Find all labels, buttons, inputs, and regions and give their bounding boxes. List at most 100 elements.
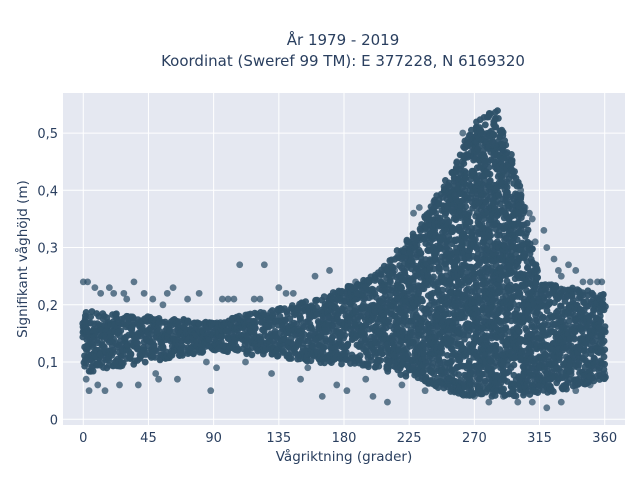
y-tick-label: 0,5 (37, 127, 58, 142)
scatter-point (421, 387, 429, 395)
scatter-point (601, 346, 609, 353)
scatter-point (377, 356, 384, 364)
scatter-point (410, 209, 417, 217)
scatter-point (140, 289, 148, 297)
x-tick-label: 45 (140, 431, 157, 446)
scatter-point (287, 355, 295, 362)
scatter-point (82, 375, 90, 383)
scatter-point (601, 360, 608, 368)
scatter-point (539, 313, 547, 321)
scatter-point (523, 219, 531, 227)
scatter-point (340, 303, 348, 311)
scatter-point (463, 169, 471, 177)
scatter-point (448, 357, 456, 365)
scatter-point (475, 287, 483, 295)
scatter-point (152, 370, 160, 377)
scatter-point (109, 346, 117, 354)
scatter-point (557, 302, 565, 310)
scatter-point (572, 267, 580, 274)
scatter-point (508, 158, 516, 165)
scatter-point (517, 186, 525, 194)
scatter-point (123, 295, 131, 303)
scatter-point (82, 309, 90, 316)
scatter-point (375, 362, 383, 370)
scatter-point (304, 364, 312, 372)
scatter-point (84, 278, 92, 286)
scatter-point (534, 267, 541, 275)
scatter-point (302, 298, 310, 306)
scatter-point (385, 316, 393, 324)
scatter-point (441, 211, 449, 219)
scatter-point (570, 335, 578, 343)
scatter-point (198, 347, 205, 354)
scatter-point (470, 169, 478, 177)
scatter-point (117, 327, 125, 335)
scatter-point (320, 293, 328, 301)
scatter-point (91, 284, 99, 292)
scatter-point (230, 295, 238, 303)
scatter-point (526, 316, 534, 324)
scatter-point (159, 343, 167, 351)
scatter-point (494, 114, 502, 122)
scatter-point (150, 341, 158, 349)
x-tick-label: 315 (527, 431, 552, 446)
scatter-point (521, 250, 529, 258)
scatter-point (127, 351, 135, 359)
scatter-point (99, 342, 107, 350)
scatter-point (134, 381, 142, 389)
scatter-point (492, 342, 499, 349)
scatter-point (155, 375, 163, 383)
scatter-point (268, 370, 275, 377)
scatter-point (430, 273, 437, 281)
scatter-point (532, 279, 540, 287)
data-points (79, 107, 609, 412)
scatter-point (534, 274, 541, 281)
scatter-point (289, 289, 297, 297)
scatter-point (462, 174, 470, 182)
scatter-point (311, 272, 319, 280)
scatter-point (528, 245, 536, 253)
scatter-point (453, 158, 461, 166)
scatter-point (498, 175, 506, 182)
scatter-point (476, 260, 484, 267)
scatter-point (248, 351, 256, 359)
scatter-point (97, 289, 105, 297)
scatter-point (514, 263, 522, 270)
scatter-point (494, 107, 501, 115)
y-axis-label: Signifikant våghöjd (m) (14, 180, 31, 338)
scatter-point (89, 367, 97, 375)
scatter-point (468, 381, 476, 389)
scatter-point (601, 375, 608, 383)
scatter-point (510, 354, 518, 362)
scatter-point (286, 315, 294, 322)
scatter-point (512, 392, 520, 400)
scatter-point (297, 375, 304, 383)
scatter-point (110, 289, 118, 297)
scatter-point (116, 381, 123, 389)
scatter-point (94, 381, 102, 389)
scatter-point (526, 209, 533, 217)
scatter-point (415, 204, 423, 211)
y-tick-label: 0,1 (37, 356, 58, 371)
scatter-point (515, 327, 523, 335)
scatter-point (213, 364, 220, 372)
scatter-point (510, 300, 517, 308)
scatter-point (567, 370, 575, 378)
scatter-point (297, 314, 304, 322)
scatter-point (179, 351, 186, 359)
scatter-point (343, 387, 351, 395)
scatter-point (87, 313, 95, 321)
scatter-point (184, 295, 191, 303)
scatter-point (487, 304, 495, 312)
scatter-point (174, 375, 181, 383)
scatter-point (472, 236, 479, 243)
scatter-point (533, 330, 541, 338)
scatter-point (579, 278, 587, 286)
scatter-point (531, 238, 539, 246)
y-tick-label: 0,3 (37, 242, 58, 257)
scatter-point (376, 272, 384, 280)
scatter-point (361, 328, 368, 336)
scatter-point (557, 272, 565, 280)
scatter-point (511, 168, 518, 175)
